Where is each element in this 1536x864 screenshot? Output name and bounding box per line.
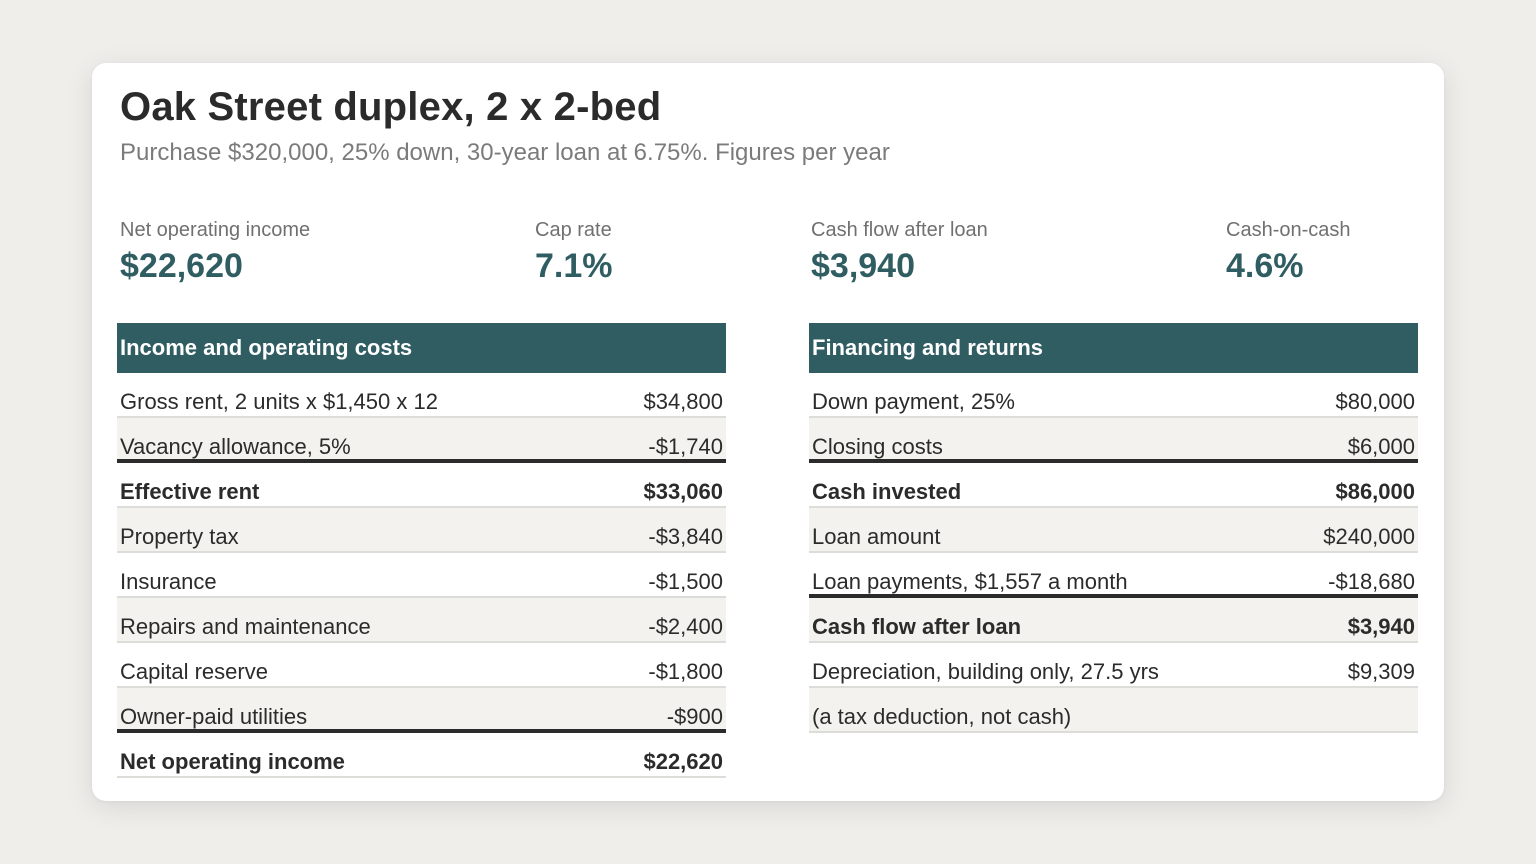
row-value: -$3,840 xyxy=(648,524,723,549)
table-row: Insurance -$1,500 xyxy=(117,553,726,598)
page-title: Oak Street duplex, 2 x 2-bed xyxy=(120,85,662,129)
table-row-total: Cash invested $86,000 xyxy=(809,463,1418,508)
kpi-cash-flow-after-loan: Cash flow after loan $3,940 xyxy=(811,219,988,286)
row-label: Property tax xyxy=(120,524,239,549)
table-row-total: Net operating income $22,620 xyxy=(117,733,726,778)
kpi-label: Cash flow after loan xyxy=(811,219,988,241)
kpi-cap-rate: Cap rate 7.1% xyxy=(535,219,613,286)
row-value: $86,000 xyxy=(1335,479,1415,504)
kpi-net-operating-income: Net operating income $22,620 xyxy=(120,219,310,286)
kpi-value: $3,940 xyxy=(811,247,915,285)
row-value: $33,060 xyxy=(643,479,723,504)
table-row: Closing costs $6,000 xyxy=(809,418,1418,463)
row-label: Cash flow after loan xyxy=(812,614,1022,639)
table-row: Depreciation, building only, 27.5 yrs $9… xyxy=(809,643,1418,688)
row-label: Insurance xyxy=(120,569,217,594)
table-row: Down payment, 25% $80,000 xyxy=(809,373,1418,418)
row-label: Repairs and maintenance xyxy=(120,614,371,639)
table-row: Vacancy allowance, 5% -$1,740 xyxy=(117,418,726,463)
row-value: $240,000 xyxy=(1323,524,1415,549)
row-value: $9,309 xyxy=(1347,659,1415,684)
table-row: (a tax deduction, not cash) xyxy=(809,688,1418,733)
row-label: Owner-paid utilities xyxy=(120,704,308,729)
row-value: -$18,680 xyxy=(1328,569,1415,594)
row-label: Capital reserve xyxy=(120,659,268,684)
kpi-label: Net operating income xyxy=(120,219,311,241)
kpi-label: Cash-on-cash xyxy=(1226,219,1351,241)
row-label: (a tax deduction, not cash) xyxy=(812,704,1072,729)
kpi-cash-on-cash: Cash-on-cash 4.6% xyxy=(1226,219,1351,286)
income-table-heading: Income and operating costs xyxy=(117,323,726,373)
page-subtitle: Purchase $320,000, 25% down, 30-year loa… xyxy=(120,139,890,166)
table-row: Loan amount $240,000 xyxy=(809,508,1418,553)
table-row: Loan payments, $1,557 a month -$18,680 xyxy=(809,553,1418,598)
row-value: $22,620 xyxy=(643,749,723,774)
kpi-value: $22,620 xyxy=(120,247,243,285)
row-label: Gross rent, 2 units x $1,450 x 12 xyxy=(120,389,438,414)
row-label: Loan payments, $1,557 a month xyxy=(812,569,1128,594)
table-row-total: Effective rent $33,060 xyxy=(117,463,726,508)
table-row: Property tax -$3,840 xyxy=(117,508,726,553)
table-row: Gross rent, 2 units x $1,450 x 12 $34,80… xyxy=(117,373,726,418)
table-row-total: Cash flow after loan $3,940 xyxy=(809,598,1418,643)
row-value: -$2,400 xyxy=(648,614,723,639)
row-label: Depreciation, building only, 27.5 yrs xyxy=(812,659,1159,684)
financing-table: Financing and returns Down payment, 25% … xyxy=(809,323,1418,733)
table-row: Owner-paid utilities -$900 xyxy=(117,688,726,733)
row-value: $34,800 xyxy=(643,389,723,414)
row-value: -$1,800 xyxy=(648,659,723,684)
row-value: $6,000 xyxy=(1347,434,1415,459)
row-label: Cash invested xyxy=(812,479,962,504)
row-value: -$1,500 xyxy=(648,569,723,594)
table-row: Capital reserve -$1,800 xyxy=(117,643,726,688)
row-label: Net operating income xyxy=(120,749,345,774)
financing-table-heading: Financing and returns xyxy=(809,323,1418,373)
row-label: Vacancy allowance, 5% xyxy=(120,434,351,459)
row-value: $3,940 xyxy=(1347,614,1415,639)
row-value: -$1,740 xyxy=(648,434,723,459)
row-value: -$900 xyxy=(666,704,723,729)
row-label: Loan amount xyxy=(812,524,941,549)
row-label: Down payment, 25% xyxy=(812,389,1015,414)
income-table: Income and operating costs Gross rent, 2… xyxy=(117,323,726,778)
kpi-value: 4.6% xyxy=(1226,247,1304,285)
row-label: Effective rent xyxy=(120,479,260,504)
row-label: Closing costs xyxy=(812,434,943,459)
table-row: Repairs and maintenance -$2,400 xyxy=(117,598,726,643)
kpi-value: 7.1% xyxy=(535,247,613,285)
row-value: $80,000 xyxy=(1335,389,1415,414)
summary-card: Oak Street duplex, 2 x 2-bed Purchase $3… xyxy=(92,63,1444,801)
kpi-label: Cap rate xyxy=(535,219,612,241)
